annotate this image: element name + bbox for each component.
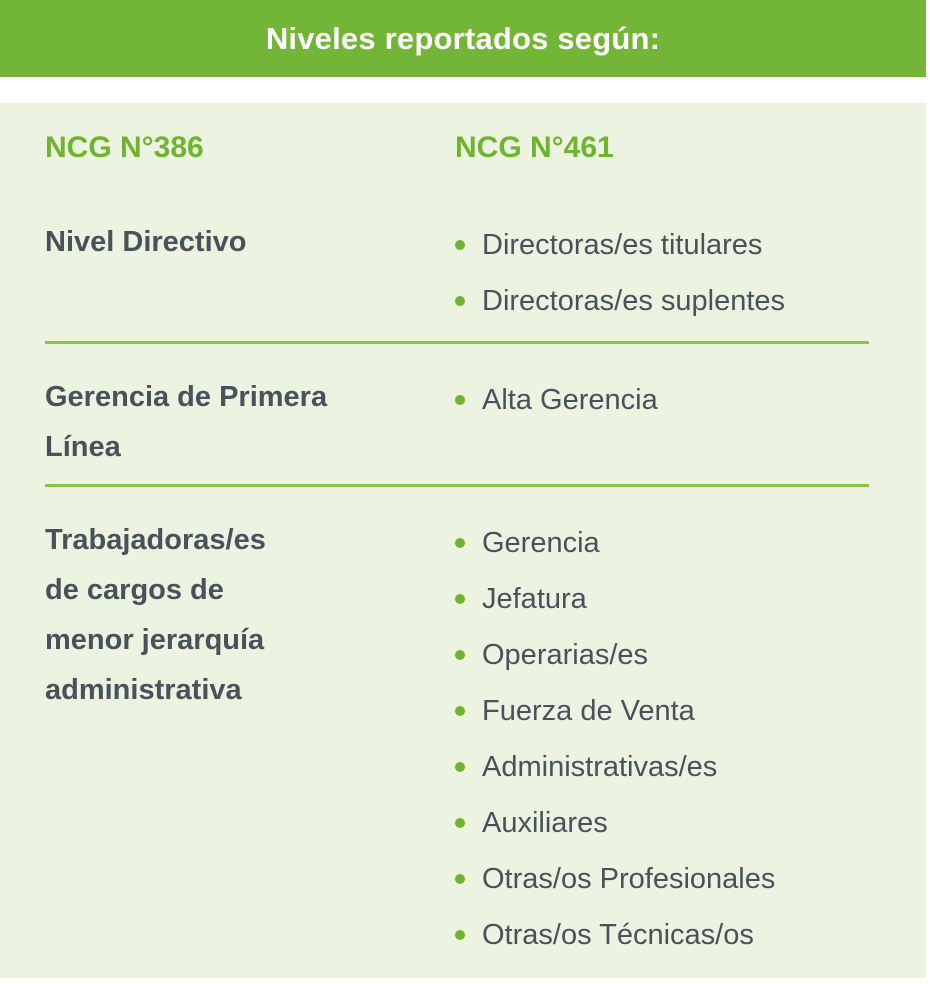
list-item: Administrativas/es bbox=[455, 739, 883, 795]
list-item: Otras/os Profesionales bbox=[455, 851, 883, 907]
comparison-panel: NCG N°386 NCG N°461 Nivel Directivo Dire… bbox=[0, 103, 926, 978]
list-item-label: Directoras/es titulares bbox=[482, 229, 763, 261]
bullet-icon bbox=[455, 395, 465, 405]
bullet-icon bbox=[455, 240, 465, 250]
table-row-trabajadores-menor-jerarquia: Trabajadoras/es de cargos de menor jerar… bbox=[45, 487, 883, 963]
bullet-icon bbox=[455, 874, 465, 884]
ncg461-level-list: Gerencia Jefatura Operarias/es Fuerza de… bbox=[455, 515, 883, 963]
list-item-label: Otras/os Técnicas/os bbox=[482, 919, 754, 951]
table-row-nivel-directivo: Nivel Directivo Directoras/es titulares … bbox=[45, 217, 883, 329]
bullet-icon bbox=[455, 762, 465, 772]
list-item-label: Jefatura bbox=[482, 583, 587, 615]
bullet-icon bbox=[455, 650, 465, 660]
ncg386-level-label: Nivel Directivo bbox=[45, 226, 247, 258]
bullet-icon bbox=[455, 538, 465, 548]
list-item-label: Gerencia bbox=[482, 527, 600, 559]
list-item: Auxiliares bbox=[455, 795, 883, 851]
list-item: Operarias/es bbox=[455, 627, 883, 683]
ncg461-level-list: Directoras/es titulares Directoras/es su… bbox=[455, 217, 883, 329]
row-divider bbox=[45, 484, 869, 487]
bullet-icon bbox=[455, 594, 465, 604]
ncg461-level-list: Alta Gerencia bbox=[455, 372, 883, 472]
list-item-label: Administrativas/es bbox=[482, 751, 718, 783]
column-header-ncg461: NCG N°461 bbox=[455, 131, 614, 164]
bullet-icon bbox=[455, 930, 465, 940]
ncg386-level-label: Gerencia de Primera Línea bbox=[45, 381, 328, 463]
banner: Niveles reportados según: bbox=[0, 0, 926, 77]
list-item-label: Fuerza de Venta bbox=[482, 695, 695, 727]
bullet-icon bbox=[455, 818, 465, 828]
banner-title: Niveles reportados según: bbox=[265, 20, 661, 56]
list-item-label: Auxiliares bbox=[482, 807, 608, 839]
list-item-label: Otras/os Profesionales bbox=[482, 863, 776, 895]
table-row-gerencia-primera-linea: Gerencia de Primera Línea Alta Gerencia bbox=[45, 344, 883, 472]
list-item: Directoras/es titulares bbox=[455, 217, 883, 273]
row-divider bbox=[45, 341, 869, 344]
column-header-ncg386: NCG N°386 bbox=[45, 131, 204, 164]
list-item-label: Operarias/es bbox=[482, 639, 649, 671]
list-item: Jefatura bbox=[455, 571, 883, 627]
list-item: Directoras/es suplentes bbox=[455, 273, 883, 329]
list-item: Otras/os Técnicas/os bbox=[455, 907, 883, 963]
list-item-label: Alta Gerencia bbox=[482, 384, 658, 416]
list-item-label: Directoras/es suplentes bbox=[482, 285, 786, 317]
column-headers: NCG N°386 NCG N°461 bbox=[45, 131, 883, 165]
bullet-icon bbox=[455, 706, 465, 716]
spacer bbox=[0, 77, 930, 103]
bullet-icon bbox=[455, 296, 465, 306]
list-item: Alta Gerencia bbox=[455, 372, 883, 428]
ncg386-level-label: Trabajadoras/es de cargos de menor jerar… bbox=[45, 524, 266, 706]
list-item: Fuerza de Venta bbox=[455, 683, 883, 739]
list-item: Gerencia bbox=[455, 515, 883, 571]
